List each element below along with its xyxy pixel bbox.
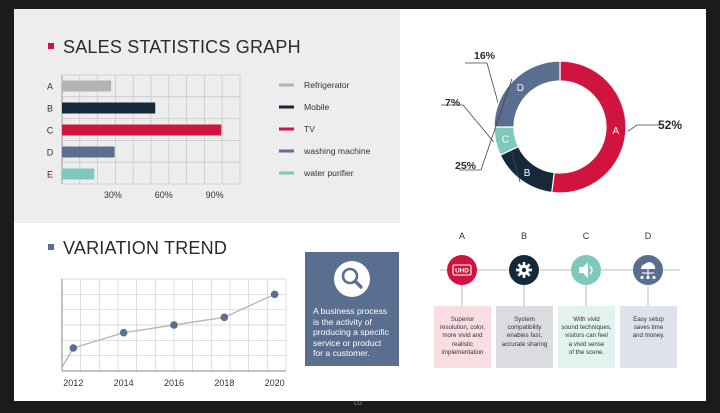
- donut-percent-label: 25%: [455, 160, 477, 172]
- bar-category-label: D: [47, 148, 54, 158]
- legend-swatch: [279, 171, 294, 175]
- network-node: [652, 275, 656, 280]
- donut-slice-d: [493, 60, 561, 128]
- bar-a: [62, 80, 112, 92]
- legend-swatch: [279, 149, 294, 153]
- legend-swatch: [279, 105, 294, 109]
- bar-x-tick-label: 60%: [155, 190, 173, 200]
- legend-swatch: [279, 83, 294, 87]
- sales-panel: [14, 9, 400, 223]
- uhd-icon: UHD: [452, 264, 472, 276]
- trend-point: [220, 313, 229, 322]
- speaker-body: [579, 262, 588, 278]
- donut-slice-label: A: [613, 126, 620, 137]
- magnifier-icon: [334, 261, 370, 297]
- line-x-tick-label: 2018: [214, 378, 234, 388]
- network-icon: [640, 262, 656, 280]
- sales-title-marker: [48, 43, 54, 50]
- bar-e: [62, 168, 95, 180]
- donut-leader-line: [459, 78, 513, 171]
- legend-label: TV: [304, 124, 315, 134]
- sales-donut-chart: A 52% B 16% C 7% D 25%: [441, 50, 682, 194]
- bar-category-label: A: [47, 82, 53, 92]
- sales-title-text: SALES STATISTICS GRAPH: [63, 37, 301, 57]
- donut-leader-line: [627, 124, 659, 132]
- feature-circle: [447, 255, 477, 285]
- bar-d: [62, 146, 115, 158]
- variation-line-chart: 2012 2014 2016 2018 2020: [61, 278, 287, 388]
- donut-percent-label: 7%: [445, 97, 461, 109]
- sales-bar-chart: A B C D E 30% 60% 90% Refrigerator Mobile TV washin…: [47, 74, 371, 200]
- speaker-icon: [579, 262, 593, 278]
- trend-title: VARIATION TREND: [48, 238, 227, 259]
- legend-label: Refrigerator: [304, 80, 350, 90]
- donut-slice-label: C: [502, 135, 509, 146]
- network-node: [640, 275, 644, 280]
- trend-point: [270, 290, 279, 299]
- gear-hole: [521, 267, 527, 273]
- info-box: A business process is the activity of pr…: [305, 252, 399, 366]
- trend-title-marker: [48, 244, 54, 251]
- line-x-tick-label: 2020: [265, 378, 285, 388]
- trend-point: [69, 344, 78, 352]
- feature-letter: A: [459, 231, 465, 241]
- display-screen: SALES STATISTICS GRAPH VARIATION TREND A…: [14, 9, 706, 401]
- features-diagram: A UHD B C D: [440, 231, 680, 306]
- line-x-tick-label: 2016: [164, 378, 184, 388]
- sales-title: SALES STATISTICS GRAPH: [48, 37, 301, 58]
- donut-percent-label: 16%: [474, 50, 496, 62]
- legend-label: washing machine: [303, 146, 371, 156]
- uhd-frame: [452, 264, 472, 276]
- legend-swatch: [279, 127, 294, 131]
- feature-letter: B: [521, 231, 527, 241]
- feature-d-description: Easy setup saves time and money.: [620, 306, 677, 368]
- donut-slice-label: D: [517, 83, 524, 94]
- bar-b: [62, 102, 156, 114]
- network-node: [646, 275, 650, 280]
- donut-leader-line: [441, 104, 494, 143]
- bar-category-label: E: [47, 170, 53, 180]
- bar-x-tick-label: 90%: [206, 190, 224, 200]
- feature-b-description: System compatibility enables fast, accur…: [496, 306, 553, 368]
- trend-line: [61, 293, 275, 368]
- feature-a-description: Superior resolution, color, more vivid a…: [434, 306, 491, 368]
- bar-x-tick-label: 30%: [104, 190, 122, 200]
- uhd-icon-text: UHD: [455, 268, 469, 275]
- feature-c-description: With vivid sound techniques, visitors ca…: [558, 306, 615, 368]
- speaker-wave: [589, 265, 593, 275]
- trend-point: [119, 328, 128, 337]
- gear-icon: [516, 262, 532, 278]
- donut-slice-a: [551, 60, 627, 194]
- trend-point: [170, 321, 178, 329]
- feature-letter: C: [583, 231, 590, 241]
- brand-logo: LG: [354, 401, 363, 407]
- bar-category-label: C: [47, 126, 54, 136]
- trend-title-text: VARIATION TREND: [63, 238, 228, 258]
- bar-c: [62, 124, 222, 136]
- cloud-shape: [640, 262, 656, 269]
- feature-letter: D: [645, 231, 652, 241]
- donut-slice-label: B: [524, 168, 531, 179]
- line-x-tick-label: 2014: [114, 378, 134, 388]
- info-box-text: A business process is the activity of pr…: [313, 306, 389, 359]
- donut-percent-label: 52%: [658, 118, 682, 132]
- bar-category-label: B: [47, 104, 53, 114]
- legend-label: Mobile: [304, 102, 330, 112]
- legend-label: water purifier: [303, 168, 354, 178]
- line-x-tick-label: 2012: [63, 378, 83, 388]
